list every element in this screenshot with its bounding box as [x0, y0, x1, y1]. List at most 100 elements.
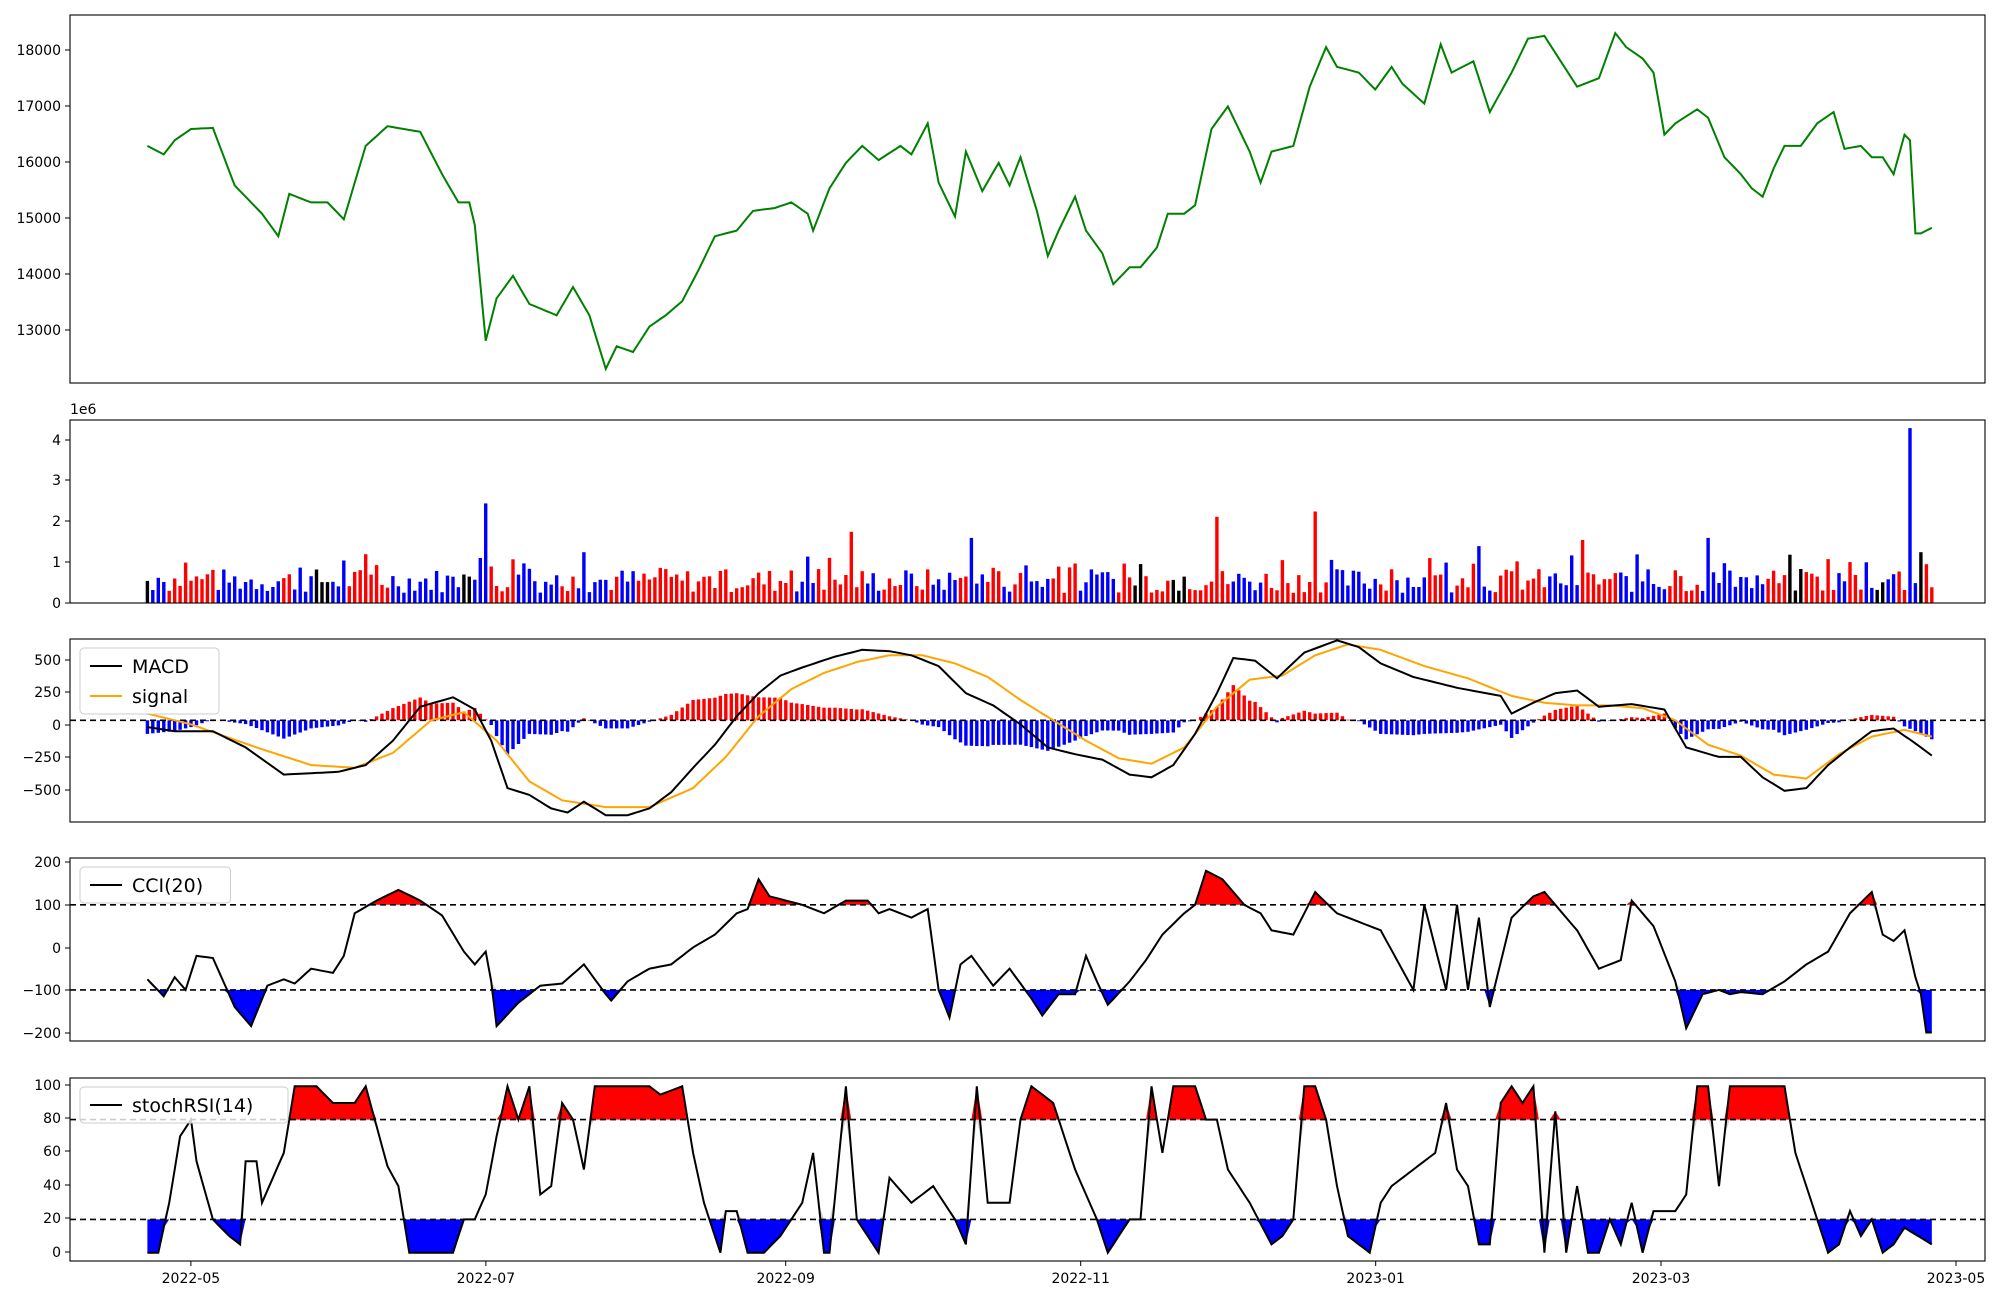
volume-bar [735, 588, 739, 603]
macd-histogram-bar [844, 708, 848, 721]
volume-bar [1597, 584, 1601, 603]
stochrsi-y-tick-label: 80 [43, 1111, 61, 1127]
macd-histogram-bar [1471, 720, 1476, 731]
volume-bar [800, 581, 804, 603]
macd-histogram-bar [1422, 720, 1426, 734]
volume-scale-label: 1e6 [70, 402, 97, 418]
volume-bar [1728, 570, 1732, 603]
volume-bar [358, 570, 362, 603]
volume-bar [587, 592, 592, 603]
volume-bar [1831, 589, 1836, 603]
macd-histogram-bar [713, 697, 717, 721]
volume-bar [1351, 570, 1356, 603]
macd-histogram-bar [260, 720, 264, 731]
macd-histogram-bar [707, 698, 712, 721]
macd-histogram-bar [926, 720, 930, 726]
macd-histogram-bar [380, 713, 384, 721]
volume-bar [986, 581, 990, 603]
volume-bar [467, 576, 471, 603]
volume-bar [1891, 574, 1896, 603]
volume-bar [1182, 576, 1186, 603]
macd-histogram-bar [1728, 720, 1732, 726]
volume-bar [424, 578, 428, 603]
volume-bar [1171, 579, 1175, 603]
macd-histogram-bar [516, 720, 521, 744]
volume-bar [156, 577, 160, 603]
price-y-tick-label: 14000 [16, 267, 61, 283]
macd-histogram-bar [1460, 720, 1465, 733]
macd-histogram-bar [1171, 720, 1175, 733]
cci-y-tick-label: 200 [34, 855, 61, 871]
volume-bar [729, 592, 733, 603]
volume-bar [1482, 586, 1486, 603]
macd-histogram-bar [1433, 720, 1437, 734]
macd-histogram-bar [200, 720, 204, 724]
macd-histogram-bar [1313, 713, 1317, 721]
macd-histogram-bar [1379, 720, 1383, 734]
volume-bar [1035, 581, 1039, 603]
macd-y-tick-label: 0 [52, 718, 61, 734]
volume-bar [1335, 569, 1339, 603]
macd-histogram-bar [1095, 720, 1099, 733]
macd-histogram-bar [1280, 717, 1285, 721]
macd-histogram-bar [434, 703, 439, 721]
volume-bar [1373, 578, 1377, 603]
macd-histogram-bar [1346, 719, 1350, 721]
macd-panel: 500 250 0 −250 −500 MACD signal [23, 638, 1986, 823]
macd-histogram-bar [1793, 720, 1798, 733]
macd-histogram-bar [827, 707, 832, 721]
macd-histogram-bar [1100, 720, 1105, 731]
volume-bar [1810, 573, 1814, 603]
macd-histogram-bar [1902, 720, 1907, 727]
volume-bar [1329, 559, 1334, 603]
macd-histogram-bar [1651, 715, 1656, 721]
volume-bar [1324, 582, 1328, 603]
volume-bar [969, 537, 974, 603]
volume-bar [718, 570, 723, 603]
macd-histogram-bar [800, 704, 804, 721]
macd-histogram-bar [898, 718, 903, 721]
volume-bar [953, 580, 957, 603]
volume-bar [1073, 563, 1077, 603]
volume-bar [958, 577, 963, 603]
macd-histogram-bar [1542, 715, 1547, 721]
volume-bar [942, 589, 946, 603]
macd-histogram-bar [1275, 720, 1279, 723]
macd-histogram-bar [1744, 720, 1748, 724]
macd-histogram-bar [533, 720, 537, 735]
volume-bar [1722, 563, 1727, 603]
macd-histogram-bar [1073, 720, 1077, 741]
volume-bar [1499, 575, 1503, 603]
macd-histogram-bar [1810, 720, 1814, 729]
macd-histogram-bar [1733, 720, 1738, 724]
macd-histogram-bar [489, 720, 493, 725]
volume-bar [194, 576, 199, 603]
volume-bar [1837, 573, 1841, 603]
volume-bar [740, 587, 744, 603]
macd-histogram-bar [980, 720, 984, 747]
cci-panel: 200 100 0 −100 −200 CCI(20) [23, 855, 1986, 1042]
volume-bar [647, 579, 652, 603]
volume-bar [724, 569, 728, 603]
macd-histogram-bar [325, 720, 330, 727]
volume-bar [1188, 589, 1192, 603]
macd-histogram-bar [1340, 716, 1345, 721]
macd-histogram-bar [587, 720, 592, 721]
stochrsi-line [147, 1082, 1933, 1256]
volume-bar [1717, 583, 1721, 603]
volume-bar [320, 582, 324, 603]
volume-bar [991, 567, 995, 603]
volume-bar [445, 575, 450, 603]
macd-histogram-bar [1640, 718, 1645, 721]
volume-bar [1177, 590, 1181, 603]
macd-histogram-bar [702, 698, 706, 721]
volume-bar [364, 554, 368, 603]
volume-bar [1384, 590, 1388, 603]
macd-histogram-bar [1144, 720, 1148, 735]
volume-bar [500, 591, 504, 603]
volume-bar [205, 574, 210, 603]
macd-histogram-bar [773, 697, 777, 721]
volume-bar [691, 591, 695, 603]
volume-bar [560, 586, 564, 603]
